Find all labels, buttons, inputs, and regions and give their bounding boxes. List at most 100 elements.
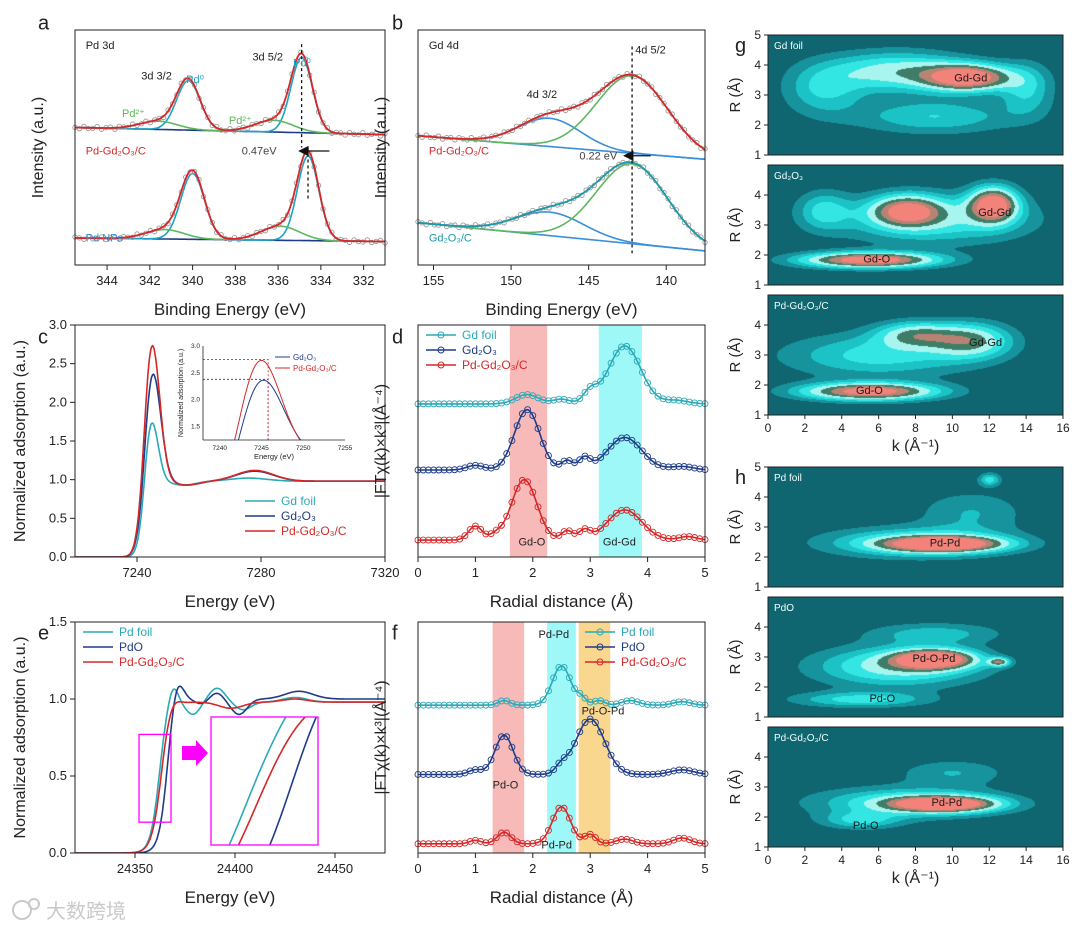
y-axis-label: R (Å) xyxy=(727,770,744,805)
data-point xyxy=(545,527,552,534)
series-line xyxy=(418,805,705,845)
data-point xyxy=(487,530,495,538)
y-axis-label: Intensity (a.u.) xyxy=(30,97,47,198)
bond-label: Pd-Pd xyxy=(932,797,963,809)
y-axis-label: R (Å) xyxy=(727,510,744,545)
x-tick-label: 338 xyxy=(224,273,246,288)
magnify-arrow-icon xyxy=(182,740,208,766)
data-point xyxy=(518,410,526,418)
watermark-logo-icon xyxy=(12,900,32,920)
x-axis-label: k (Å⁻¹) xyxy=(892,436,940,455)
x-tick-label: 2 xyxy=(529,861,536,876)
inset-chart: 7240 7245 7250 7255 1.5 2.0 2.5 3.0 Energy (eV) N… xyxy=(178,343,353,461)
bond-label: Gd-O xyxy=(863,254,890,266)
inset-legend-label: Gd₂O₃ xyxy=(293,353,316,362)
y-tick-label: 3 xyxy=(754,520,761,534)
data-point xyxy=(560,528,568,536)
data-point xyxy=(492,834,500,842)
data-point xyxy=(576,728,584,736)
inset-guide-line xyxy=(203,359,269,440)
data-point xyxy=(628,348,636,356)
x-tick-label: 4 xyxy=(838,421,845,435)
data-point xyxy=(618,698,625,706)
x-tick-label: 4 xyxy=(838,853,845,867)
x-tick-label: 155 xyxy=(423,273,445,288)
contour-map xyxy=(768,35,1063,155)
data-point xyxy=(534,503,542,511)
data-point xyxy=(633,441,641,449)
data-point xyxy=(591,719,599,727)
contour-map xyxy=(768,295,1063,415)
annotation-label: 4d 3/2 xyxy=(527,89,558,101)
data-point xyxy=(628,436,636,444)
x-tick-label: 6 xyxy=(875,853,882,867)
subplot-title: Pd-Gd₂O₃/C xyxy=(774,733,829,744)
data-point xyxy=(576,689,584,697)
data-point xyxy=(539,835,547,843)
data-point xyxy=(612,760,620,768)
inset-y-tick-label: 3.0 xyxy=(191,343,200,350)
y-axis-label: R (Å) xyxy=(727,338,744,373)
data-point xyxy=(521,120,528,127)
inset-x-axis-label: Energy (eV) xyxy=(254,452,295,461)
bond-label: Gd-Gd xyxy=(978,207,1011,219)
y-tick-label: 2 xyxy=(754,248,761,262)
y-tick-label: 1.5 xyxy=(49,614,67,629)
bond-label: Pd-O xyxy=(853,820,879,832)
x-tick-label: 145 xyxy=(578,273,600,288)
annotation-label: Pd-Gd₂O₃/C xyxy=(86,146,146,158)
x-tick-label: 1 xyxy=(472,565,479,580)
x-tick-label: 334 xyxy=(310,273,332,288)
x-tick-label: 0 xyxy=(765,853,772,867)
y-tick-label: 2 xyxy=(754,550,761,564)
data-point xyxy=(599,86,606,93)
data-point xyxy=(618,765,625,773)
data-point xyxy=(98,126,105,132)
legend-label: Pd-Gd₂O₃/C xyxy=(462,358,528,372)
data-point xyxy=(524,406,532,414)
data-point xyxy=(571,826,578,834)
annotation-label: 3d 5/2 xyxy=(252,52,283,64)
data-point xyxy=(513,756,521,764)
subplot-title: Gd foil xyxy=(774,41,803,52)
y-tick-label: 2 xyxy=(754,118,761,132)
panel-letter: b xyxy=(392,13,403,35)
y-axis-label: |FTχ(k)×k³|(Å⁻⁴) xyxy=(371,384,390,498)
data-point xyxy=(644,453,652,461)
panel-f: 0 1 2 3 4 5 Radial distance (Å) |FTχ(k)×k³|(Å⁻⁴… xyxy=(371,621,709,907)
x-axis-label: Binding Energy (eV) xyxy=(485,300,637,319)
y-tick-label: 0.0 xyxy=(49,845,67,860)
x-tick-label: 10 xyxy=(946,421,960,435)
data-point xyxy=(644,170,651,176)
data-point xyxy=(638,447,646,455)
legend-label: Pd-Gd₂O₃/C xyxy=(281,524,347,538)
data-point xyxy=(602,740,610,748)
y-axis-label: R (Å) xyxy=(727,208,744,243)
series-line xyxy=(418,345,705,405)
highlight-band xyxy=(547,622,576,853)
data-point xyxy=(560,754,568,762)
annotation-label: Gd₂O₃/C xyxy=(429,233,472,245)
y-tick-label: 2 xyxy=(754,680,761,694)
annotation-label: Pd 3d xyxy=(86,40,115,52)
data-point xyxy=(534,425,542,433)
plot-frame xyxy=(74,621,386,854)
x-tick-label: 5 xyxy=(701,861,708,876)
data-point xyxy=(466,838,474,845)
data-point xyxy=(487,756,495,764)
x-tick-label: 8 xyxy=(912,853,919,867)
y-tick-label: 2 xyxy=(754,378,761,392)
data-point xyxy=(468,224,474,230)
data-point xyxy=(513,422,521,430)
data-point xyxy=(529,488,537,496)
legend-marker xyxy=(437,331,445,339)
series-line xyxy=(418,478,705,541)
data-point xyxy=(503,450,511,457)
data-point xyxy=(644,524,652,532)
data-point xyxy=(550,766,558,774)
x-tick-label: 4 xyxy=(644,565,651,580)
annotation-label: Pd²⁺ xyxy=(229,115,252,127)
